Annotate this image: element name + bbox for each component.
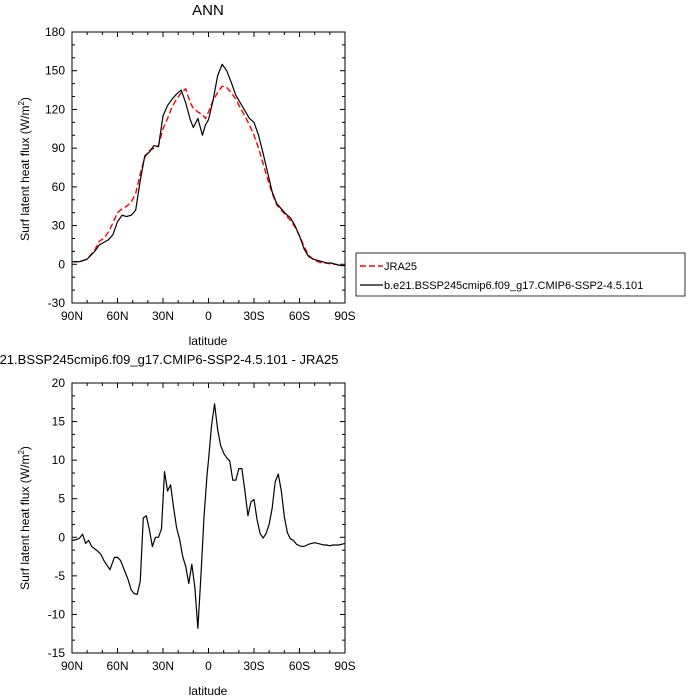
y-tick-label: -30 xyxy=(48,296,66,310)
y-tick-label: 0 xyxy=(58,257,65,271)
x-tick-label: 90N xyxy=(61,659,83,673)
y-tick-label: 0 xyxy=(58,530,65,544)
x-tick-label: 60S xyxy=(289,309,310,323)
y-tick-label: 30 xyxy=(52,219,66,233)
legend-label-jra25: JRA25 xyxy=(384,261,417,273)
series-line-b-e21-bssp245cmip6-f09-g17-cmip6-ssp2-4-5-101 xyxy=(72,63,345,267)
y-tick-label: 15 xyxy=(52,415,66,429)
legend-label-model: b.e21.BSSP245cmip6.f09_g17.CMIP6-SSP2-4.… xyxy=(384,280,643,292)
y-axis-label-tail: ) xyxy=(18,97,32,101)
y-tick-label: -5 xyxy=(54,569,65,583)
panel-title: b.e21.BSSP245cmip6.f09_g17.CMIP6-SSP2-4.… xyxy=(0,352,339,367)
series-line-difference xyxy=(71,403,346,629)
y-axis-label-superscript: 2 xyxy=(17,101,26,106)
y-tick-label: 150 xyxy=(45,64,65,78)
x-tick-label: 30N xyxy=(152,309,174,323)
y-tick-label: -15 xyxy=(48,646,66,660)
y-tick-label: 90 xyxy=(52,141,66,155)
y-tick-label: 5 xyxy=(58,492,65,506)
annual-mean-panel: ANN -30 0 30 60 90 120 150 180 90N 60N 30N 0 30S 60S 9… xyxy=(17,2,356,348)
x-tick-label: 30S xyxy=(243,309,264,323)
y-tick-label: 10 xyxy=(52,453,66,467)
plot-frame xyxy=(71,31,346,304)
x-tick-label: 0 xyxy=(205,659,212,673)
series-line-jra25 xyxy=(72,85,345,267)
panel-title: ANN xyxy=(192,2,224,19)
y-tick-label: 60 xyxy=(52,180,66,194)
plot-frame xyxy=(71,382,346,654)
legend: JRA25 b.e21.BSSP245cmip6.f09_g17.CMIP6-S… xyxy=(355,252,686,297)
x-axis-label: latitude xyxy=(189,334,228,348)
legend-box xyxy=(355,252,686,297)
difference-panel: b.e21.BSSP245cmip6.f09_g17.CMIP6-SSP2-4.… xyxy=(0,352,356,698)
y-axis-label: Surf latent heat flux (W/m2) xyxy=(17,97,32,241)
x-tick-label: 30N xyxy=(152,659,174,673)
x-tick-label: 60S xyxy=(289,659,310,673)
x-tick-label: 90S xyxy=(334,659,355,673)
y-axis-label-superscript: 2 xyxy=(17,450,26,455)
x-tick-label: 30S xyxy=(243,659,264,673)
y-tick-label: 120 xyxy=(45,102,65,116)
x-tick-label: 90N xyxy=(61,309,83,323)
x-tick-label: 90S xyxy=(334,309,355,323)
x-tick-label: 0 xyxy=(205,309,212,323)
x-tick-label: 60N xyxy=(106,659,128,673)
y-tick-label: -10 xyxy=(48,607,66,621)
y-axis-label-tail: ) xyxy=(18,446,32,450)
y-axis-label: Surf latent heat flux (W/m2) xyxy=(17,446,32,590)
x-axis-label: latitude xyxy=(189,684,228,698)
y-axis-label-main: Surf latent heat flux (W/m xyxy=(18,106,32,241)
y-tick-label: 20 xyxy=(52,376,66,390)
x-tick-label: 60N xyxy=(106,309,128,323)
y-tick-label: 180 xyxy=(45,25,65,39)
y-axis-label-main: Surf latent heat flux (W/m xyxy=(18,455,32,590)
